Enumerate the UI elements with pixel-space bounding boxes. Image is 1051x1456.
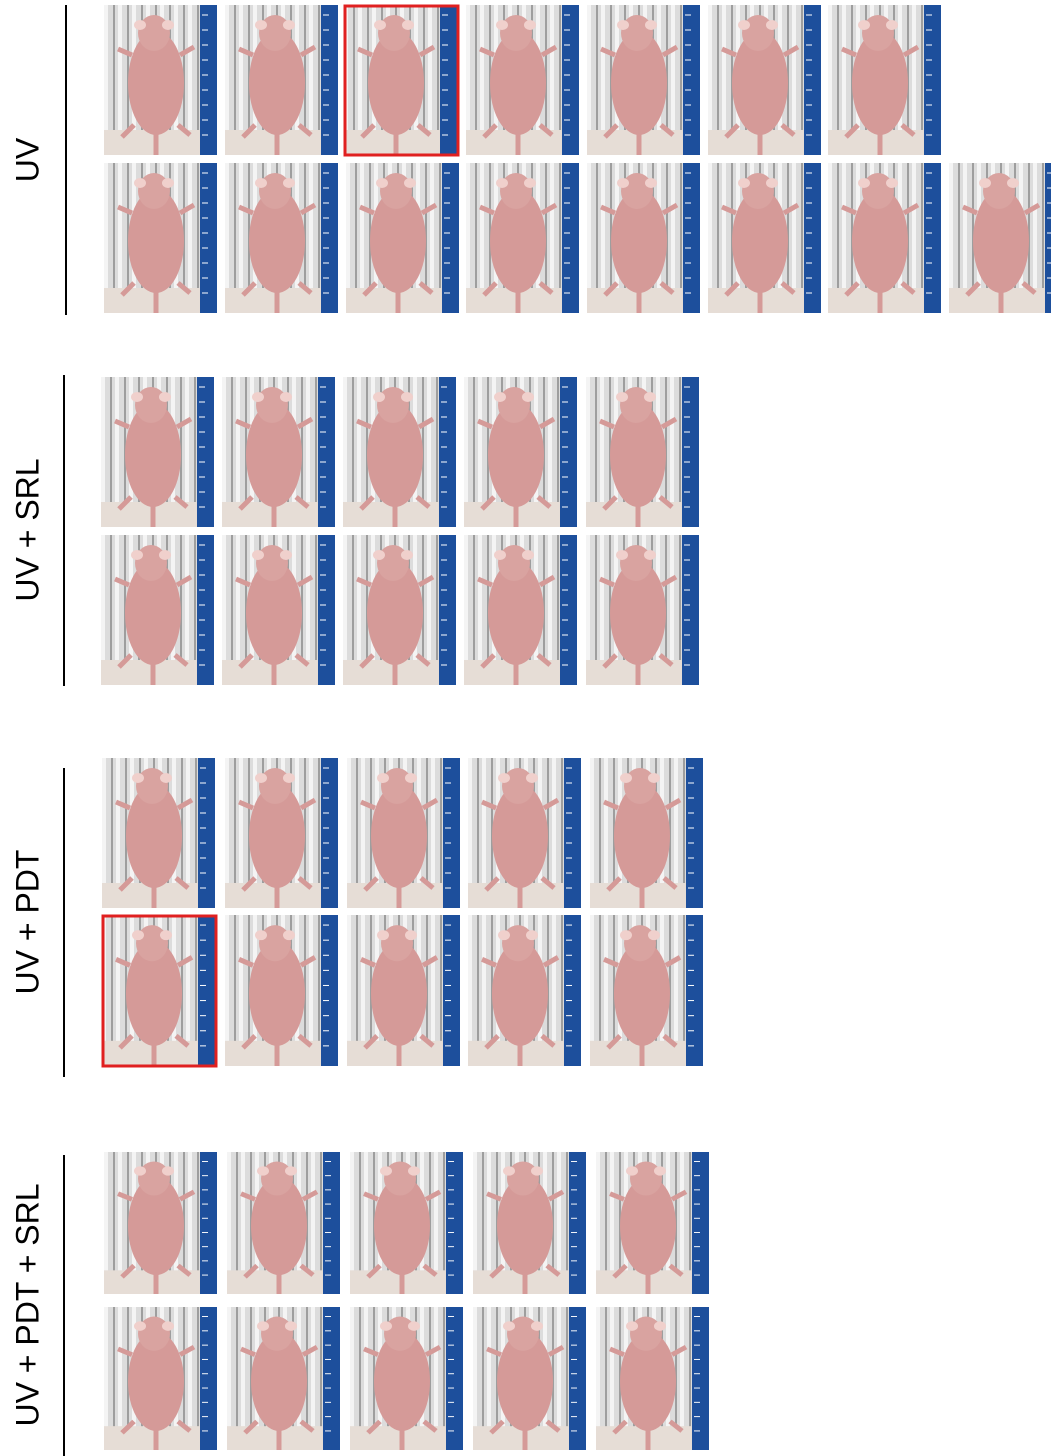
- mouse-photo: [466, 5, 579, 155]
- mouse-photo: [101, 377, 214, 527]
- mouse-photo: [222, 535, 335, 685]
- mouse-photo: [464, 535, 577, 685]
- mouse-photo: [464, 377, 577, 527]
- highlight-box: [101, 914, 218, 1068]
- mouse-photo: [590, 915, 703, 1066]
- mouse-photo: [350, 1152, 463, 1294]
- mouse-photo: [104, 5, 217, 155]
- mouse-photo: [343, 535, 456, 685]
- mouse-photo: [828, 163, 941, 313]
- mouse-photo: [225, 758, 338, 908]
- mouse-photo: [102, 758, 215, 908]
- mouse-photo: [343, 377, 456, 527]
- mouse-photo: [468, 758, 581, 908]
- mouse-photo: [225, 5, 338, 155]
- mouse-photo: [586, 535, 699, 685]
- mouse-photo: [590, 758, 703, 908]
- mouse-photo: [586, 377, 699, 527]
- mouse-photo: [344, 5, 457, 155]
- mouse-photo: [222, 377, 335, 527]
- group-label: UV + PDT + SRL: [9, 1183, 45, 1426]
- group-label: UV: [9, 137, 45, 182]
- mouse-photo: [227, 1152, 340, 1294]
- mouse-photo: [102, 915, 215, 1066]
- mouse-photo: [104, 1152, 217, 1294]
- mouse-photo: [104, 163, 217, 313]
- mouse-photo: [227, 1307, 340, 1450]
- mouse-photo: [468, 915, 581, 1066]
- mouse-photo: [101, 535, 214, 685]
- mouse-photo: [596, 1307, 709, 1450]
- mouse-photo: [708, 163, 821, 313]
- group-label: UV + PDT: [9, 850, 45, 995]
- mouse-photo: [949, 163, 1051, 313]
- mouse-photo: [347, 758, 460, 908]
- mouse-photo: [473, 1307, 586, 1450]
- mouse-photo: [828, 5, 941, 155]
- mouse-photo: [346, 163, 459, 313]
- mouse-photo: [473, 1152, 586, 1294]
- mouse-photo: [466, 163, 579, 313]
- mouse-photo: [587, 5, 700, 155]
- group-label: UV + SRL: [9, 458, 45, 601]
- mouse-photo: [225, 915, 338, 1066]
- mouse-photo: [350, 1307, 463, 1450]
- mouse-photo: [596, 1152, 709, 1294]
- highlight-box: [343, 4, 460, 157]
- mouse-photo: [225, 163, 338, 313]
- mouse-photo: [347, 915, 460, 1066]
- mouse-photo: [708, 5, 821, 155]
- mouse-photo: [104, 1307, 217, 1450]
- mouse-photo: [587, 163, 700, 313]
